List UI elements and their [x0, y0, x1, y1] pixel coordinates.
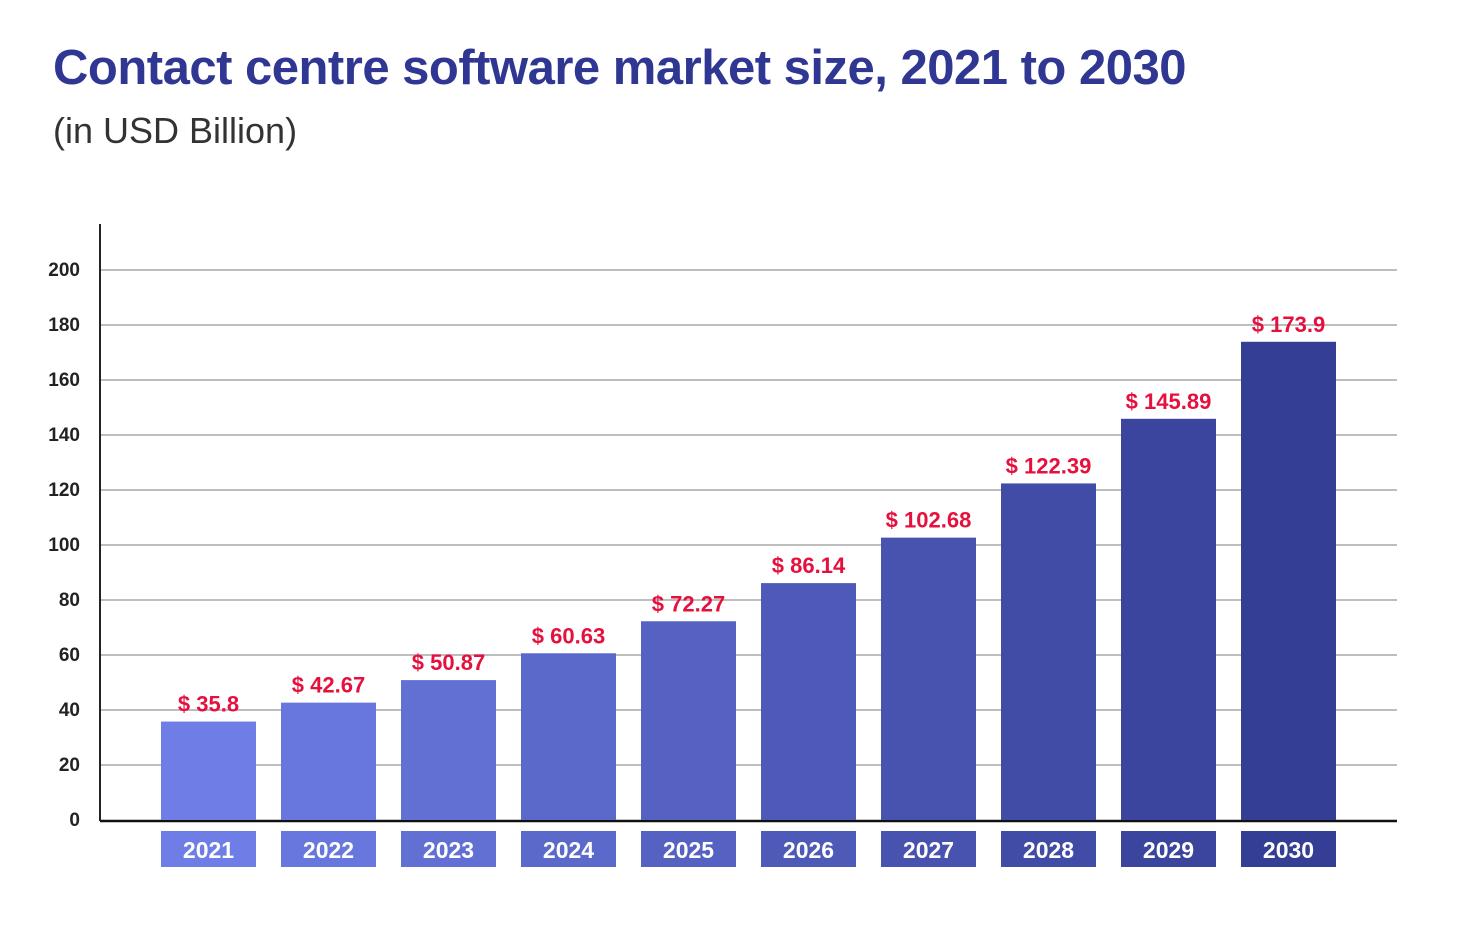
y-tick-label: 60 — [59, 645, 80, 666]
x-tick-box — [1001, 831, 1096, 867]
data-label: $ 145.89 — [1126, 389, 1212, 414]
bar — [161, 721, 256, 820]
bar — [521, 653, 616, 820]
x-tick-label: 2021 — [183, 837, 234, 863]
x-tick-box — [281, 831, 376, 867]
bar — [641, 621, 736, 820]
bar — [1241, 341, 1336, 820]
x-tick-box — [161, 831, 256, 867]
y-tick-label: 100 — [48, 535, 80, 556]
x-tick-label: 2028 — [1023, 837, 1074, 863]
data-label: $ 102.68 — [886, 508, 972, 533]
bar — [761, 583, 856, 820]
y-tick-label: 80 — [59, 590, 80, 611]
data-label: $ 173.9 — [1252, 312, 1325, 337]
bar — [281, 702, 376, 820]
y-tick-label: 200 — [48, 260, 80, 281]
y-tick-label: 160 — [48, 370, 80, 391]
x-tick-box — [881, 831, 976, 867]
x-tick-box — [641, 831, 736, 867]
x-tick-label: 2027 — [903, 837, 954, 863]
y-tick-label: 120 — [48, 480, 80, 501]
chart-title: Contact centre software market size, 202… — [53, 41, 1186, 95]
data-label: $ 35.8 — [178, 692, 239, 717]
bar — [1121, 418, 1216, 820]
bar — [1001, 483, 1096, 820]
y-tick-label: 140 — [48, 425, 80, 446]
y-tick-label: 180 — [48, 315, 80, 336]
x-tick-label: 2022 — [303, 837, 354, 863]
x-tick-label: 2030 — [1263, 837, 1314, 863]
y-tick-label: 0 — [69, 810, 80, 831]
x-tick-box — [521, 831, 616, 867]
x-tick-box — [1121, 831, 1216, 867]
data-label: $ 72.27 — [652, 591, 725, 616]
data-label: $ 122.39 — [1006, 453, 1092, 478]
x-tick-box — [401, 831, 496, 867]
chart-subtitle: (in USD Billion) — [53, 110, 298, 151]
y-tick-label: 20 — [59, 755, 80, 776]
y-tick-label: 40 — [59, 700, 80, 721]
data-label: $ 50.87 — [412, 650, 485, 675]
data-label: $ 86.14 — [772, 553, 846, 578]
x-tick-label: 2025 — [663, 837, 714, 863]
x-tick-box — [761, 831, 856, 867]
x-tick-label: 2029 — [1143, 837, 1194, 863]
x-tick-label: 2023 — [423, 837, 474, 863]
x-tick-label: 2024 — [543, 837, 594, 863]
data-label: $ 60.63 — [532, 623, 605, 648]
data-label: $ 42.67 — [292, 673, 365, 698]
x-tick-box — [1241, 831, 1336, 867]
bar — [881, 537, 976, 820]
bar — [401, 680, 496, 820]
x-tick-label: 2026 — [783, 837, 834, 863]
